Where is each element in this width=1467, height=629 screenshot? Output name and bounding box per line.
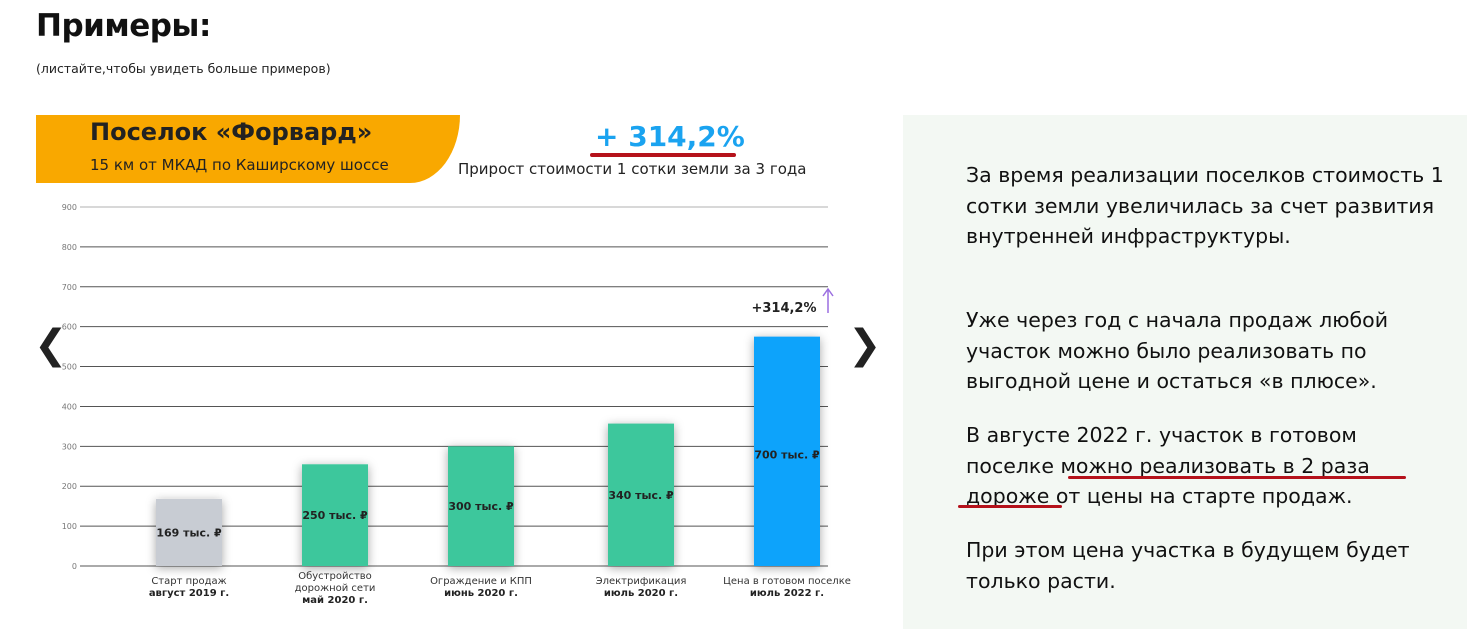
highlight-underline	[1068, 476, 1406, 479]
x-category-date: май 2020 г.	[302, 595, 368, 606]
x-category-label: Старт продаж	[151, 576, 226, 587]
y-tick-label: 400	[62, 402, 77, 411]
y-tick-label: 900	[62, 203, 77, 212]
chevron-left-icon: ❮	[34, 322, 68, 368]
bar	[156, 498, 222, 566]
x-category-label: Ограждение и КПП	[430, 576, 532, 587]
bar	[448, 446, 514, 566]
growth-value: + 314,2%	[595, 120, 745, 153]
prev-slide-button[interactable]: ❮	[34, 322, 68, 368]
y-tick-label: 100	[62, 522, 77, 531]
bar-data-label: 300 тыс. ₽	[448, 500, 514, 513]
y-tick-label: 200	[62, 482, 77, 491]
x-category-label: Цена в готовом поселке	[723, 576, 851, 587]
y-tick-label: 300	[62, 442, 77, 451]
x-category-date: август 2019 г.	[149, 588, 229, 599]
paragraph-1: За время реализации поселков стоимость 1…	[966, 163, 1444, 248]
y-tick-label: 800	[62, 243, 77, 252]
x-category-label: Электрификация	[596, 576, 687, 587]
x-category-date: июль 2022 г.	[750, 588, 824, 599]
y-tick-label: 0	[72, 562, 77, 571]
description-panel	[903, 115, 1467, 629]
bar-data-label: 250 тыс. ₽	[302, 509, 368, 522]
highlight-underline	[958, 505, 1062, 508]
x-category-label: Обустройство	[298, 571, 372, 582]
x-category-date: июль 2020 г.	[604, 588, 678, 599]
growth-underline	[590, 153, 736, 157]
paragraph-2: Уже через год с начала продаж любой учас…	[966, 308, 1389, 393]
village-location: 15 км от МКАД по Каширскому шоссе	[90, 156, 389, 174]
bar-data-label: 169 тыс. ₽	[156, 526, 222, 539]
arrow-up-icon	[822, 287, 834, 313]
growth-caption: Прирост стоимости 1 сотки земли за 3 год…	[458, 160, 807, 178]
bar-data-label: 340 тыс. ₽	[608, 489, 674, 502]
village-name: Поселок «Форвард»	[90, 118, 373, 146]
paragraph-4: При этом цена участка в будущем будет то…	[966, 538, 1410, 593]
bar	[302, 464, 368, 566]
page-subtitle: (листайте,чтобы увидеть больше примеров)	[36, 61, 331, 76]
x-category-date: июнь 2020 г.	[444, 588, 518, 599]
paragraph-3: В августе 2022 г. участок в готовом посе…	[966, 423, 1370, 508]
bar	[754, 336, 820, 566]
growth-annotation: +314,2%	[751, 301, 816, 316]
y-tick-label: 700	[62, 283, 77, 292]
price-bar-chart: 0 100 200 300 400 500 600 700 800 900 169 тыс. ₽ Ст…	[62, 203, 851, 606]
page-title: Примеры:	[36, 8, 211, 44]
x-category-label: дорожной сети	[295, 583, 376, 594]
village-banner	[36, 115, 460, 183]
y-tick-label: 600	[62, 323, 77, 332]
bar-data-label: 700 тыс. ₽	[754, 449, 820, 462]
chevron-right-icon: ❯	[848, 322, 882, 368]
next-slide-button[interactable]: ❯	[848, 322, 882, 368]
bar	[608, 423, 674, 566]
y-tick-label: 500	[62, 363, 77, 372]
